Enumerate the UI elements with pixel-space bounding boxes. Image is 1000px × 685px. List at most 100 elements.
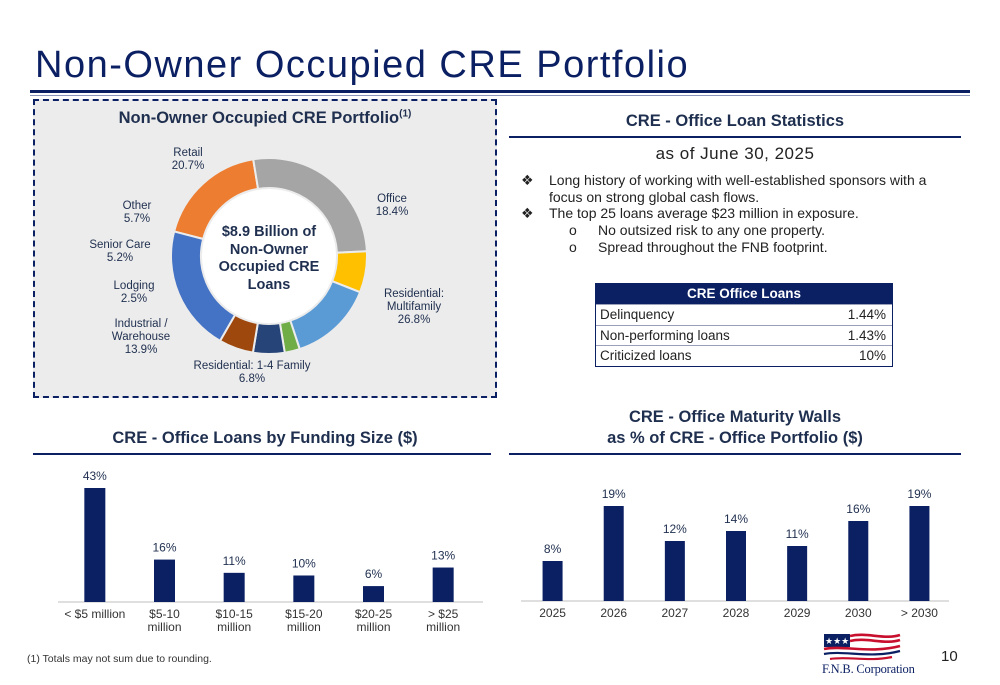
sub-bullet-item: o Spread throughout the FNB footprint. <box>569 239 961 256</box>
x-tick-label: $20-25 <box>355 607 393 621</box>
row-value: 1.44% <box>847 307 886 322</box>
bullet-text: No outsized risk to any one property. <box>598 222 825 238</box>
x-tick-label: > $25 <box>428 607 459 621</box>
svg-text:★★★: ★★★ <box>825 636 849 646</box>
donut-hole <box>202 189 336 323</box>
bullet-text: Long history of working with well-establ… <box>549 172 927 205</box>
x-tick-label: $10-15 <box>215 607 253 621</box>
office-loans-table: CRE Office Loans Delinquency 1.44% Non-pe… <box>595 283 893 367</box>
stats-title: CRE - Office Loan Statistics <box>625 112 845 130</box>
row-value: 1.43% <box>847 327 886 343</box>
bar-2030 <box>909 506 930 601</box>
bar-5-million <box>84 488 106 602</box>
maturity-title-line1: CRE - Office Maturity Walls <box>628 408 842 426</box>
funding-title-rule <box>33 453 491 455</box>
bar-2025 <box>542 561 563 601</box>
table-header: CRE Office Loans <box>596 284 892 304</box>
bullet-marker: ❖ <box>521 172 534 188</box>
slice-value: 5.7% <box>123 213 151 225</box>
x-tick-label: 2028 <box>723 606 750 620</box>
table-row: Non-performing loans 1.43% <box>596 324 892 346</box>
donut-label-residential-1-4: Residential: 1-4 Family 6.8% <box>177 360 327 386</box>
slice-value: 6.8% <box>238 373 266 385</box>
bar-2027 <box>664 541 685 601</box>
row-label: Non-performing loans <box>600 327 730 343</box>
logo-text: F.N.B. Corporation <box>822 662 915 676</box>
maturity-title: CRE - Office Maturity Walls as % of CRE -… <box>509 407 961 449</box>
bar-value-label: 16% <box>846 502 870 516</box>
maturity-title-line2: as % of CRE - Office Portfolio ($) <box>607 429 863 447</box>
bullet-text: Spread throughout the FNB footprint. <box>598 239 828 255</box>
table-row: Criticized loans 10% <box>596 345 892 366</box>
donut-label-lodging: Lodging 2.5% <box>106 280 162 306</box>
flag-icon: ★★★ <box>823 633 901 661</box>
sub-bullet-marker: o <box>569 222 577 238</box>
x-tick-label: 2026 <box>600 606 627 620</box>
x-tick-label: million <box>287 620 321 634</box>
x-tick-label: $15-20 <box>285 607 323 621</box>
funding-title: CRE - Office Loans by Funding Size ($) <box>112 429 418 447</box>
slice-value: 18.4% <box>375 206 409 218</box>
donut-slice-retail <box>170 230 237 343</box>
bar-value-label: 13% <box>431 549 455 563</box>
donut-label-industrial: Industrial / Warehouse 13.9% <box>98 318 184 357</box>
bar-value-label: 14% <box>724 512 748 526</box>
bar-value-label: 10% <box>292 556 316 570</box>
maturity-bar-chart: 8% 2025 19% 2026 12% 2027 14% 2028 11% 2029 16% 203… <box>521 487 949 620</box>
bar-value-label: 43% <box>83 469 107 483</box>
slice-name: Retail <box>173 147 203 159</box>
bullet-text: The top 25 loans average $23 million in … <box>549 205 859 221</box>
bar-2028 <box>726 531 746 601</box>
maturity-title-rule <box>509 453 961 455</box>
bar-value-label: 12% <box>663 522 687 536</box>
bar-20-25-million <box>363 586 384 602</box>
x-tick-label: 2027 <box>662 606 689 620</box>
x-tick-label: million <box>147 620 181 634</box>
donut-label-retail: Retail 20.7% <box>158 147 218 173</box>
bar-10-15-million <box>223 572 245 602</box>
stats-subtitle: as of June 30, 2025 <box>655 144 815 163</box>
bar-value-label: 6% <box>365 567 383 581</box>
bar-25-million <box>432 567 454 602</box>
donut-title-footnote-marker: (1) <box>399 108 412 120</box>
slice-value: 5.2% <box>106 252 134 264</box>
bar-2029 <box>787 546 808 601</box>
slice-name: Other <box>122 200 152 212</box>
table-row: Delinquency 1.44% <box>596 304 892 325</box>
bar-value-label: 11% <box>786 527 809 541</box>
donut-center-label: $8.9 Billion of Non-Owner Occupied CRE L… <box>218 224 320 293</box>
footnote: (1) Totals may not sum due to rounding. <box>27 653 212 665</box>
bar-value-label: 8% <box>544 542 562 556</box>
x-tick-label: > 2030 <box>901 606 938 620</box>
donut-label-senior-care: Senior Care 5.2% <box>84 239 156 265</box>
slice-name: Residential: 1-4 Family <box>193 360 311 372</box>
donut-chart <box>170 157 368 355</box>
sub-bullet-item: o No outsized risk to any one property. <box>569 222 961 239</box>
slice-value: 13.9% <box>124 344 158 356</box>
donut-title-text: Non-Owner Occupied CRE Portfolio <box>118 109 400 127</box>
bar-2030 <box>848 521 869 601</box>
slice-value: 2.5% <box>120 293 148 305</box>
x-tick-label: million <box>356 620 390 634</box>
donut-label-multifamily: Residential: Multifamily 26.8% <box>372 288 456 327</box>
x-tick-label: million <box>217 620 251 634</box>
page-title: Non-Owner Occupied CRE Portfolio <box>35 44 690 86</box>
funding-bar-chart: 43%< $5 million16%$5-10million11%$10-15m… <box>58 469 483 634</box>
row-label: Criticized loans <box>600 348 692 363</box>
bar-value-label: 19% <box>602 487 626 501</box>
bar-value-label: 19% <box>907 487 931 501</box>
title-rule-thin <box>30 95 970 96</box>
donut-label-office: Office 18.4% <box>362 193 422 219</box>
title-rule <box>30 90 970 93</box>
bar-2026 <box>603 506 624 601</box>
slice-name: Senior Care <box>89 239 151 251</box>
bar-value-label: 11% <box>223 554 246 568</box>
bar-5-10-million <box>154 559 175 602</box>
bar-value-label: 16% <box>152 541 176 555</box>
x-tick-label: < $5 million <box>64 607 125 621</box>
stats-title-rule <box>509 136 961 138</box>
page-number: 10 <box>941 648 958 665</box>
x-tick-label: 2030 <box>845 606 872 620</box>
donut-label-other: Other 5.7% <box>112 200 162 226</box>
bullet-item: ❖ Long history of working with well-esta… <box>521 172 963 206</box>
